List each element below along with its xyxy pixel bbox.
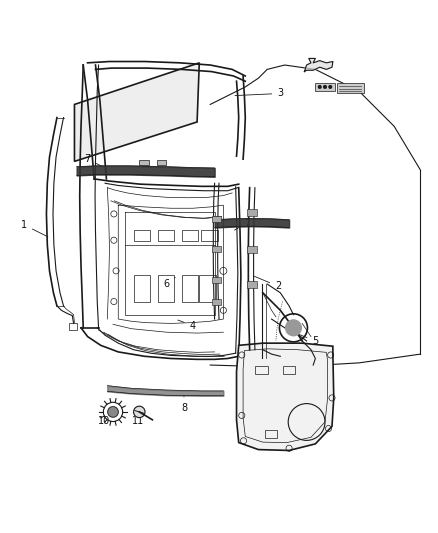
Text: 11: 11 [132, 412, 144, 426]
Circle shape [108, 407, 118, 417]
Circle shape [324, 86, 326, 88]
Bar [158, 230, 174, 241]
Bar [182, 230, 198, 241]
Text: 1: 1 [21, 220, 48, 237]
Bar [265, 430, 277, 438]
Circle shape [134, 406, 145, 418]
Bar [134, 275, 150, 302]
Bar [139, 159, 149, 165]
Bar [158, 275, 174, 302]
Text: 7: 7 [234, 217, 251, 230]
Text: 2: 2 [254, 276, 281, 291]
Bar [157, 159, 166, 165]
Text: 7: 7 [85, 154, 102, 167]
Text: 4: 4 [178, 320, 196, 330]
Bar [247, 209, 257, 216]
Polygon shape [304, 59, 333, 71]
Bar [199, 275, 216, 302]
Bar [337, 83, 364, 93]
Bar [182, 275, 198, 302]
Bar [201, 230, 218, 241]
Bar [212, 277, 221, 283]
Circle shape [329, 86, 332, 88]
Circle shape [318, 86, 321, 88]
Bar [247, 281, 257, 288]
Bar [247, 246, 257, 253]
Polygon shape [237, 343, 334, 450]
Polygon shape [74, 63, 199, 161]
Circle shape [286, 320, 301, 336]
Bar [283, 366, 295, 374]
Text: 9: 9 [273, 383, 283, 405]
Text: 8: 8 [181, 395, 187, 413]
Bar [134, 230, 150, 241]
Text: 10: 10 [98, 412, 113, 426]
Bar [255, 366, 268, 374]
Bar [212, 246, 221, 253]
Bar [69, 324, 77, 330]
Text: 5: 5 [296, 333, 318, 346]
Bar [315, 83, 335, 91]
Bar [212, 216, 221, 222]
Bar [212, 299, 221, 305]
Text: 6: 6 [163, 278, 175, 289]
Text: 3: 3 [235, 88, 283, 99]
